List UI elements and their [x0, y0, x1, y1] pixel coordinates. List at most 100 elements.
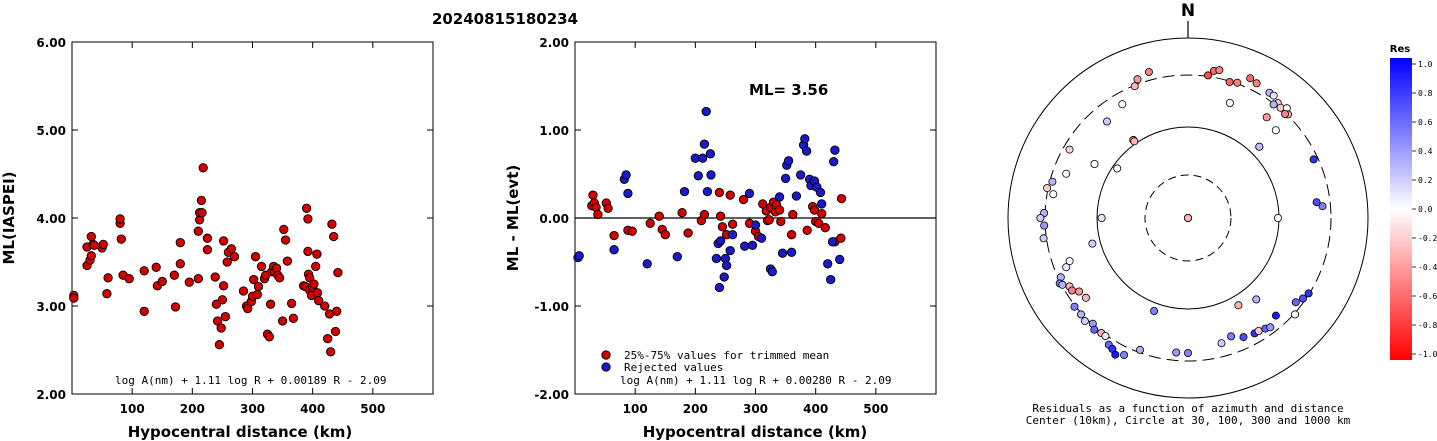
station-markers — [1036, 66, 1327, 359]
station-marker — [1065, 257, 1074, 266]
colorbar-tick-label: 0.0 — [1418, 205, 1433, 214]
station-marker — [1184, 213, 1193, 222]
ring-300km — [1044, 74, 1332, 362]
station-marker — [1101, 331, 1110, 340]
x-tick-label: 400 — [300, 402, 325, 416]
ml-headline: ML= 3.56 — [749, 81, 828, 99]
station-marker — [1269, 100, 1278, 109]
station-marker — [1133, 75, 1142, 84]
data-point — [776, 216, 786, 227]
data-point — [645, 218, 655, 228]
data-point — [327, 219, 337, 229]
x-tick-label: 300 — [743, 402, 768, 416]
colorbar-tick-label: 0.8 — [1418, 89, 1433, 98]
data-point — [264, 332, 274, 342]
data-point — [826, 274, 836, 285]
data-point — [280, 235, 291, 245]
data-point — [836, 233, 846, 243]
data-point — [197, 208, 207, 218]
data-point — [151, 262, 161, 272]
colorbar-gradient — [1390, 58, 1412, 360]
colorbar-tick-label: -0.4 — [1418, 263, 1437, 272]
data-point — [301, 203, 312, 213]
data-point — [788, 209, 798, 220]
x-tick-label: 200 — [180, 402, 205, 416]
data-point — [777, 248, 788, 258]
station-marker — [1312, 198, 1321, 207]
residual-azimuth-plot: N Residuals as a function of azimuth and… — [1007, 1, 1369, 427]
data-point — [320, 301, 330, 311]
data-point — [218, 281, 229, 291]
data-point — [801, 146, 812, 156]
data-point — [642, 259, 652, 269]
station-marker — [1120, 350, 1129, 359]
data-point — [115, 214, 125, 224]
data-point — [286, 298, 297, 309]
data-point — [791, 191, 802, 201]
station-marker — [1215, 66, 1224, 75]
station-marker — [1118, 100, 1127, 109]
data-point — [329, 231, 339, 242]
colorbar-tick-label: 0.6 — [1418, 118, 1433, 127]
data-point — [714, 187, 725, 198]
station-marker — [1204, 71, 1213, 80]
station-marker — [1040, 221, 1049, 230]
station-marker — [1318, 202, 1327, 211]
data-point — [282, 256, 293, 266]
data-point — [220, 311, 231, 322]
station-marker — [1130, 137, 1139, 146]
data-point — [725, 245, 735, 256]
data-point — [836, 193, 847, 204]
station-marker — [1254, 326, 1263, 335]
ml-vs-distance-chart: 100 200 300 400 500 2.00 3.00 4.00 5.00 6.00 ML(I… — [0, 36, 434, 441]
station-marker — [1291, 298, 1300, 307]
data-point — [175, 259, 185, 269]
ml-residual-chart: 100 200 300 400 500 -2.00 -1.00 0.00 1.00 2.00 ML… — [504, 36, 937, 441]
ring-1000km — [1007, 37, 1369, 399]
station-marker — [1309, 155, 1318, 164]
data-point — [727, 230, 738, 240]
station-marker — [1299, 294, 1308, 303]
data-point — [139, 266, 149, 276]
data-points — [69, 163, 343, 357]
station-marker — [1097, 213, 1106, 222]
station-marker — [1266, 323, 1275, 332]
station-marker — [1172, 348, 1181, 357]
data-point — [332, 306, 342, 316]
data-point — [238, 286, 249, 296]
x-tick-label: 200 — [683, 402, 708, 416]
data-point — [738, 194, 749, 205]
data-point — [693, 171, 703, 181]
x-axis-label: Hypocentral distance (km) — [128, 423, 353, 441]
data-point — [202, 233, 213, 243]
data-point — [253, 281, 264, 292]
data-point — [621, 170, 631, 180]
data-point — [740, 241, 750, 251]
colorbar-tick-label: -1.0 — [1418, 350, 1437, 359]
data-point — [701, 106, 711, 117]
data-point — [69, 293, 79, 303]
data-point — [706, 170, 716, 180]
colorbar-title: Res — [1390, 44, 1410, 55]
data-point — [323, 333, 333, 344]
data-point — [715, 211, 726, 221]
north-label: N — [1181, 1, 1195, 21]
x-tick-label: 100 — [623, 402, 648, 416]
legend-marker-kept — [601, 350, 611, 360]
station-marker — [1239, 333, 1248, 342]
y-tick-label: 2.00 — [36, 388, 66, 402]
station-marker — [1274, 213, 1283, 222]
data-point — [217, 295, 228, 305]
station-marker — [1090, 159, 1099, 168]
x-tick-label: 300 — [240, 402, 265, 416]
data-point — [86, 231, 96, 242]
data-point — [721, 260, 732, 271]
x-tick-label: 500 — [360, 402, 385, 416]
y-tick-label: 5.00 — [36, 124, 66, 138]
data-point — [193, 274, 203, 284]
data-point — [744, 188, 755, 199]
y-tick-label: -2.00 — [534, 388, 569, 402]
station-marker — [1043, 184, 1052, 193]
colorbar-tick-label: 1.0 — [1418, 60, 1433, 69]
data-point — [774, 192, 785, 202]
